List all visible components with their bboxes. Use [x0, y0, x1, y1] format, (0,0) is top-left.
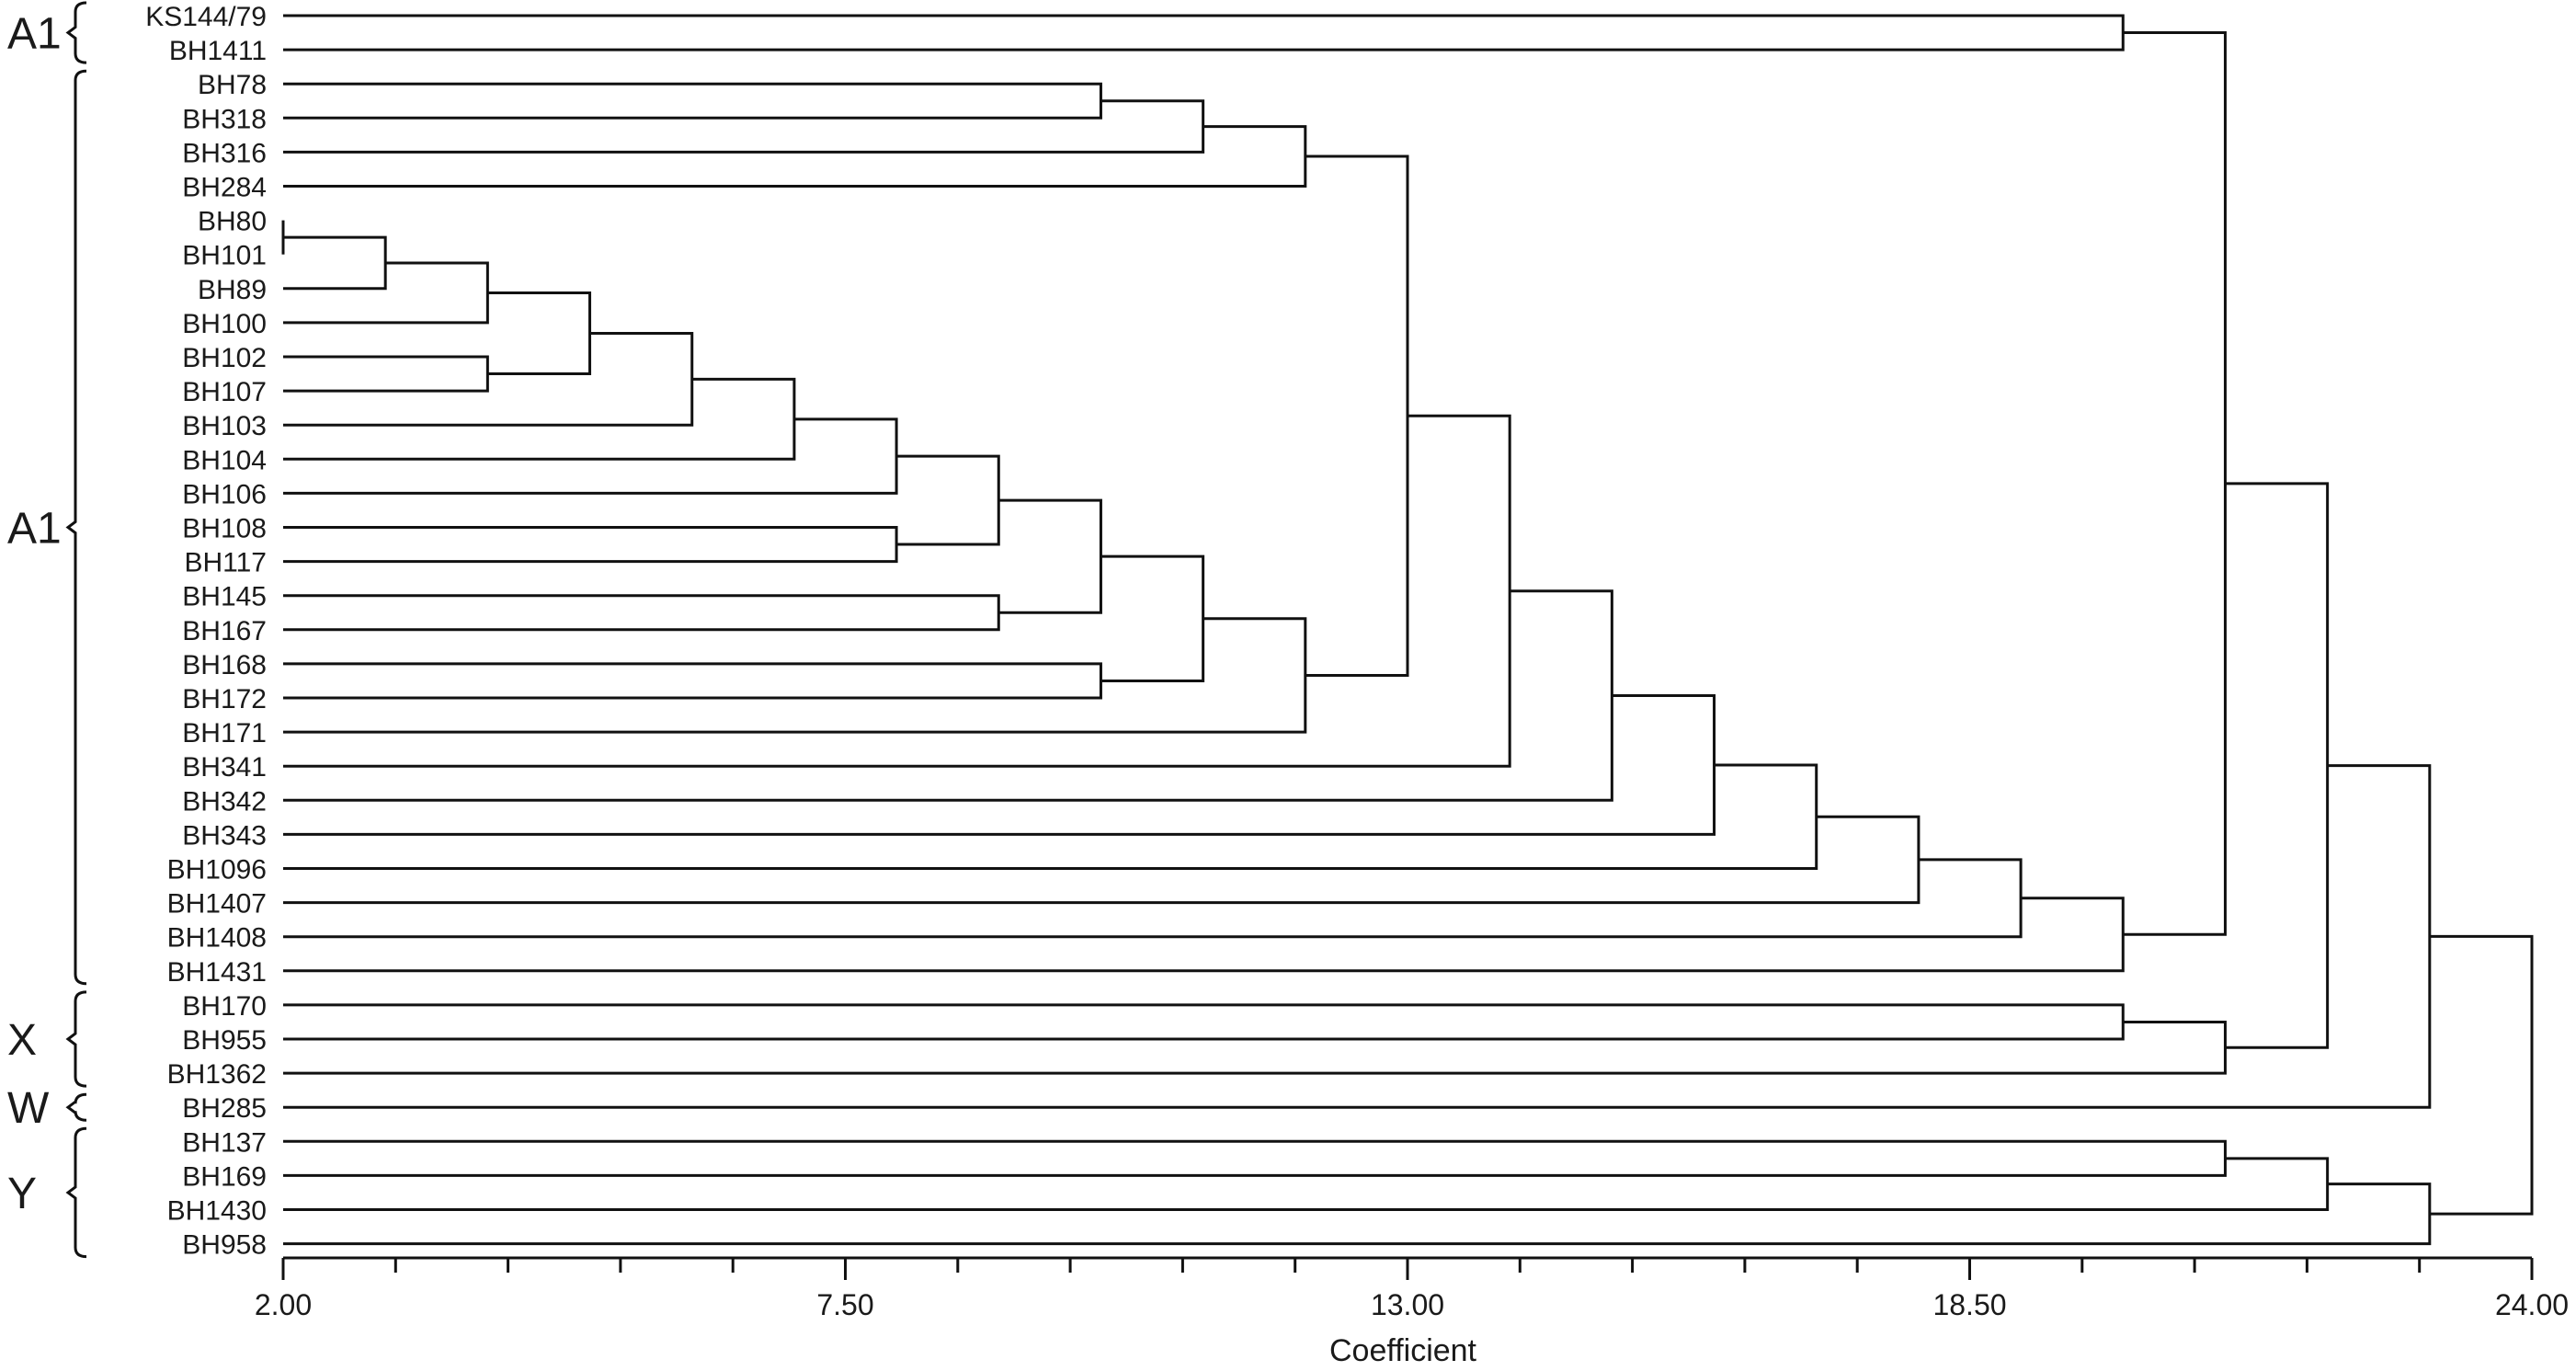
leaf-label-bh80: BH80	[198, 207, 267, 237]
group-label-3: W	[7, 1084, 50, 1133]
tick-label-4: 24.00	[2495, 1288, 2569, 1321]
merge-m29	[283, 1003, 2125, 1041]
leaf-label-bh955: BH955	[182, 1025, 267, 1056]
x-axis-title: Coefficient	[1329, 1333, 1477, 1368]
leaf-label-bh1096: BH1096	[167, 855, 267, 885]
merge-m4	[283, 125, 1307, 188]
leaf-label-bh100: BH100	[182, 309, 267, 339]
merge-m2	[283, 82, 1102, 120]
leaf-label-bh1408: BH1408	[167, 923, 267, 954]
merge-m30	[283, 1020, 2227, 1075]
leaf-label-bh170: BH170	[182, 991, 267, 1022]
merge-m27	[283, 897, 2125, 973]
leaf-label-bh342: BH342	[182, 786, 267, 817]
merge-m20	[1305, 154, 1409, 677]
merge-m25	[283, 815, 1921, 905]
leaf-label-bh318: BH318	[182, 104, 267, 134]
tick-label-1: 7.50	[816, 1288, 873, 1321]
merge-m15	[283, 594, 1000, 632]
leaf-label-bh108: BH108	[182, 514, 267, 544]
leaf-label-bh145: BH145	[182, 582, 267, 612]
merge-m10	[283, 331, 694, 427]
leaf-label-bh106: BH106	[182, 479, 267, 509]
merge-m13	[283, 526, 898, 564]
tick-label-3: 18.50	[1932, 1288, 2006, 1321]
merge-m35	[283, 1182, 2432, 1246]
leaf-labels: KS144/79 BH1411 BH78 BH318 BH316 BH284 BH80 BH1…	[145, 2, 267, 1261]
leaf-label-bh1407: BH1407	[167, 889, 267, 920]
merge-m28	[2123, 31, 2227, 936]
tick-label-0: 2.00	[255, 1288, 312, 1321]
leaf-label-bh1430: BH1430	[167, 1196, 267, 1227]
merge-m14	[896, 454, 1000, 546]
leaf-label-bh168: BH168	[182, 650, 267, 680]
leaf-label-bh78: BH78	[198, 70, 267, 100]
merge-m1	[283, 14, 2125, 51]
group-label-2: X	[7, 1016, 37, 1065]
group-brace-1	[65, 69, 87, 986]
merge-m9	[487, 291, 592, 376]
leaf-label-bh102: BH102	[182, 343, 267, 373]
merge-m36	[2429, 934, 2534, 1216]
group-label-1: A1	[7, 505, 62, 554]
leaf-label-bh117: BH117	[184, 548, 267, 578]
leaf-label-bh104: BH104	[182, 445, 267, 475]
group-labels: A1 A1 XWY	[7, 10, 62, 1218]
merge-m16	[998, 498, 1102, 614]
dendrogram-links	[281, 14, 2534, 1246]
leaf-label-bh101: BH101	[182, 241, 267, 271]
merge-m24	[283, 763, 1818, 870]
x-axis: 2.00 7.50 13.00 18.50 24.00	[255, 1256, 2569, 1321]
group-brace-4	[65, 1126, 87, 1259]
leaf-label-bh1431: BH1431	[167, 957, 267, 988]
leaf-label-bh1411: BH1411	[169, 36, 267, 66]
leaf-label-bh172: BH172	[182, 684, 267, 714]
leaf-label-bh284: BH284	[182, 173, 267, 203]
leaf-label-bh316: BH316	[182, 138, 267, 168]
tick-label-2: 13.00	[1371, 1288, 1444, 1321]
group-brace-2	[65, 990, 87, 1088]
leaf-label-bh167: BH167	[182, 616, 267, 646]
merge-m8	[283, 355, 489, 393]
merge-m18	[1100, 554, 1205, 682]
merge-m17	[283, 662, 1102, 700]
merge-m26	[283, 858, 2023, 939]
merge-m33	[283, 1139, 2227, 1177]
leaf-label-bh137: BH137	[182, 1127, 267, 1158]
group-label-4: Y	[7, 1170, 37, 1218]
group-brace-0	[65, 1, 87, 64]
merge-m31	[2225, 482, 2330, 1049]
merge-m6	[283, 235, 387, 291]
merge-m12	[283, 417, 898, 495]
leaf-label-bh1362: BH1362	[167, 1059, 267, 1090]
leaf-label-bh958: BH958	[182, 1230, 267, 1261]
merge-m22	[283, 589, 1613, 802]
leaf-label-ks144-79: KS144/79	[145, 2, 267, 32]
leaf-label-bh103: BH103	[182, 411, 267, 441]
merge-m19	[283, 617, 1307, 734]
group-braces	[65, 1, 87, 1259]
merge-m21	[283, 414, 1511, 768]
group-brace-3	[65, 1092, 87, 1122]
leaf-label-bh169: BH169	[182, 1161, 267, 1192]
leaf-label-bh343: BH343	[182, 820, 267, 851]
group-label-0: A1	[7, 10, 62, 59]
merge-m11	[283, 377, 796, 461]
leaf-label-bh107: BH107	[182, 377, 267, 407]
leaf-label-bh89: BH89	[198, 275, 267, 305]
merge-m34	[283, 1157, 2330, 1211]
leaf-label-bh341: BH341	[182, 752, 267, 783]
leaf-label-bh285: BH285	[182, 1093, 267, 1124]
leaf-label-bh171: BH171	[182, 718, 267, 748]
merge-m3	[283, 99, 1205, 154]
